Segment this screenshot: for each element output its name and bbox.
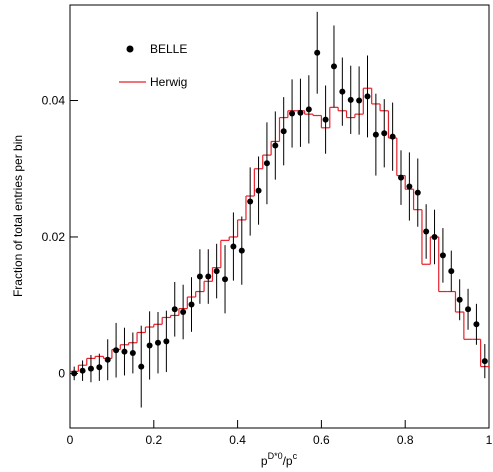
x-axis-label: pD*0/pc [261,451,298,468]
data-point [180,309,187,316]
data-point [263,160,270,167]
data-point [205,273,212,280]
data-point [79,367,86,374]
data-point [154,339,161,346]
data-point [439,252,446,259]
data-point [255,187,262,194]
data-point [398,174,405,181]
data-point [272,142,279,149]
data-point [372,131,379,138]
data-point [389,133,396,140]
data-point [356,97,363,104]
data-point [289,110,296,117]
data-point [222,276,229,283]
data-point [297,109,304,116]
data-point [423,228,430,235]
data-point [213,268,220,275]
data-point [414,189,421,196]
data-point [406,183,413,190]
data-point [314,49,321,56]
data-point [129,349,136,356]
x-tick-label: 0.6 [313,433,330,447]
x-label-part: p [261,454,268,468]
data-point [465,306,472,313]
data-point [171,306,178,313]
data-point [104,356,111,363]
y-tick-label: 0.02 [42,230,66,244]
x-tick-label: 0.4 [229,433,246,447]
y-tick-label: 0 [58,366,65,380]
data-point [71,370,78,377]
data-point [339,88,346,95]
y-tick-label: 0.04 [42,94,66,108]
data-point [456,296,463,303]
data-point [196,273,203,280]
data-point [121,348,128,355]
data-point [146,342,153,349]
data-point [305,106,312,113]
data-point [163,338,170,345]
data-point [431,233,438,240]
data-point [230,243,237,250]
data-point [481,358,488,365]
data-point [188,301,195,308]
data-point [330,63,337,70]
data-point [322,116,329,123]
x-tick-label: 0 [67,433,74,447]
x-tick-label: 1 [486,433,493,447]
plot-frame [69,4,490,429]
x-tick-label: 0.2 [145,433,162,447]
x-tick-label: 0.8 [397,433,414,447]
x-label-part: c [293,451,298,461]
legend-marker [126,45,134,53]
data-point [87,365,94,372]
data-point [280,128,287,135]
data-point [238,247,245,254]
legend-label: BELLE [150,42,187,56]
x-label-part: /p [283,454,293,468]
data-point [113,347,120,354]
y-axis-label: Fraction of total entries per bin [11,135,25,297]
data-point [96,364,103,371]
data-point [473,321,480,328]
data-point [138,363,145,370]
data-point [364,93,371,100]
x-label-part: D*0 [268,451,283,461]
legend-label: Herwig [150,75,187,89]
data-point [347,96,354,103]
data-point [448,268,455,275]
data-point [247,198,254,205]
data-point [381,130,388,137]
